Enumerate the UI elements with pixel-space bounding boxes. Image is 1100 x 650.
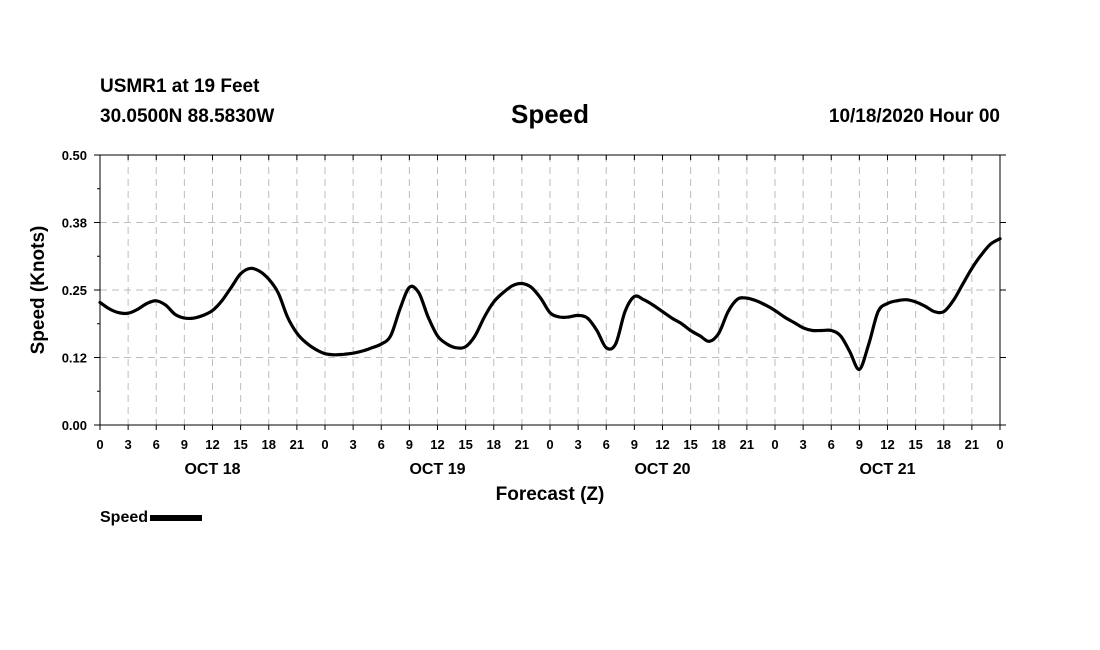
y-tick-label: 0.00 [62, 418, 87, 433]
x-tick-label: 12 [880, 437, 894, 452]
x-tick-label: 15 [683, 437, 697, 452]
x-tick-label: 6 [828, 437, 835, 452]
x-tick-label: 18 [262, 437, 276, 452]
coordinates-label: 30.0500N 88.5830W [100, 106, 275, 127]
y-tick-label: 0.25 [62, 283, 87, 298]
x-tick-label: 6 [603, 437, 610, 452]
forecast-datetime: 10/18/2020 Hour 00 [828, 106, 1000, 127]
x-tick-label: 21 [965, 437, 979, 452]
x-tick-label: 0 [996, 437, 1003, 452]
x-tick-label: 18 [937, 437, 951, 452]
legend-swatch [150, 514, 203, 521]
x-tick-label: 21 [740, 437, 754, 452]
x-day-label: OCT 20 [634, 461, 690, 478]
y-axis-label: Speed (Knots) [28, 226, 49, 355]
legend: Speed [100, 509, 203, 527]
station-label: USMR1 at 19 Feet [100, 76, 260, 97]
y-tick-label: 0.50 [62, 148, 87, 163]
x-tick-label: 3 [575, 437, 582, 452]
x-tick-label: 6 [378, 437, 385, 452]
x-tick-label: 18 [487, 437, 501, 452]
y-tick-label: 0.38 [62, 216, 87, 231]
series-line-speed [98, 237, 1002, 371]
x-tick-label: 0 [321, 437, 328, 452]
x-tick-label: 12 [205, 437, 219, 452]
x-day-label: OCT 18 [184, 461, 240, 478]
x-tick-label: 18 [712, 437, 726, 452]
x-tick-label: 3 [125, 437, 132, 452]
chart-title: Speed [510, 99, 590, 129]
x-tick-label: 15 [908, 437, 922, 452]
x-tick-label: 9 [406, 437, 413, 452]
x-tick-label: 0 [771, 437, 778, 452]
x-tick-label: 12 [655, 437, 669, 452]
x-tick-label: 15 [233, 437, 247, 452]
x-tick-label: 9 [856, 437, 863, 452]
x-tick-label: 21 [515, 437, 529, 452]
x-tick-label: 9 [181, 437, 188, 452]
x-tick-label: 15 [458, 437, 472, 452]
x-day-label: OCT 19 [409, 461, 465, 478]
x-tick-label: 0 [96, 437, 103, 452]
x-tick-label: 0 [546, 437, 553, 452]
x-tick-label: 6 [153, 437, 160, 452]
x-tick-label: 9 [631, 437, 638, 452]
y-tick-label: 0.12 [62, 351, 87, 366]
x-tick-label: 3 [800, 437, 807, 452]
x-day-label: OCT 21 [859, 461, 915, 478]
legend-label: Speed [100, 509, 149, 526]
x-tick-label: 12 [430, 437, 444, 452]
x-tick-label: 3 [350, 437, 357, 452]
x-tick-label: 21 [290, 437, 304, 452]
x-axis-label: Forecast (Z) [496, 484, 605, 505]
